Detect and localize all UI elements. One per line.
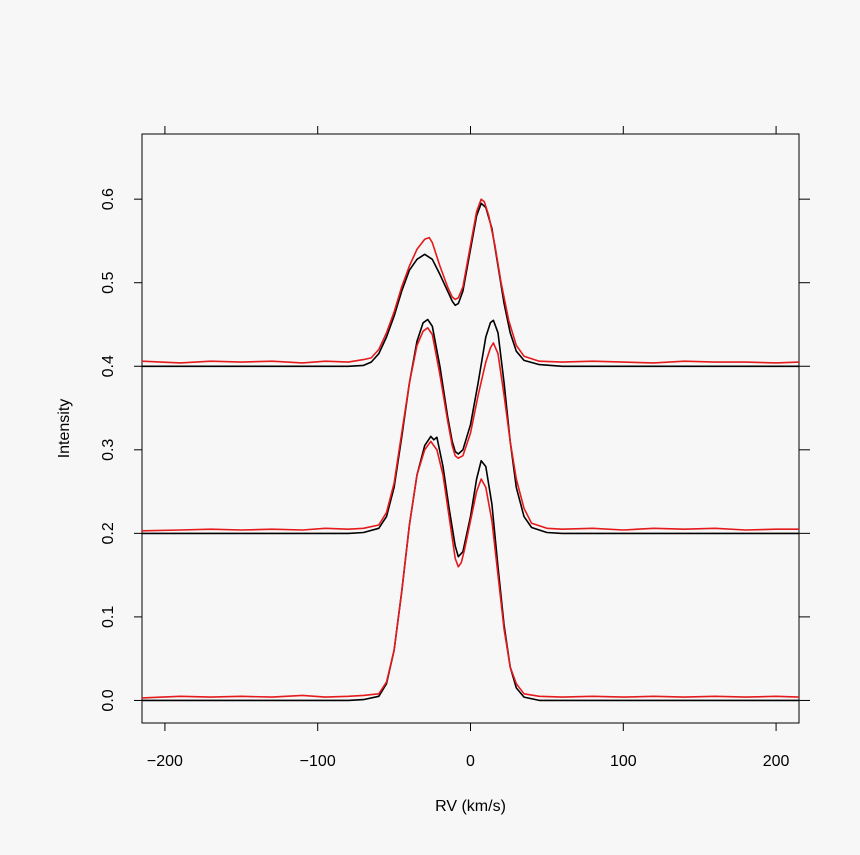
- y-tick-label: 0.4: [100, 355, 117, 377]
- y-axis-label: Intensity: [56, 399, 73, 459]
- model-profile-line-2: [142, 202, 799, 368]
- plot-frame: [141, 133, 800, 724]
- y-tick-label: 0.1: [100, 606, 117, 628]
- x-tick-label: 100: [610, 753, 637, 770]
- observed-profile-line-2: [141, 198, 800, 364]
- y-tick-label: 0.2: [100, 522, 117, 544]
- x-tick-label: 0: [466, 753, 475, 770]
- y-tick-label: 0.0: [100, 689, 117, 711]
- model-profile-line-1: [142, 318, 799, 535]
- x-tick-label: −200: [147, 753, 183, 770]
- observed-profile-line-1: [141, 327, 799, 532]
- observed-profile-line-0: [141, 440, 800, 699]
- y-tick-label: 0.6: [100, 188, 117, 210]
- y-tick-label: 0.5: [100, 271, 117, 293]
- x-axis-label: RV (km/s): [435, 798, 506, 815]
- x-tick-label: 200: [763, 753, 790, 770]
- y-tick-label: 0.3: [100, 439, 117, 461]
- model-profile-line-0: [142, 435, 799, 702]
- x-tick-label: −100: [300, 753, 336, 770]
